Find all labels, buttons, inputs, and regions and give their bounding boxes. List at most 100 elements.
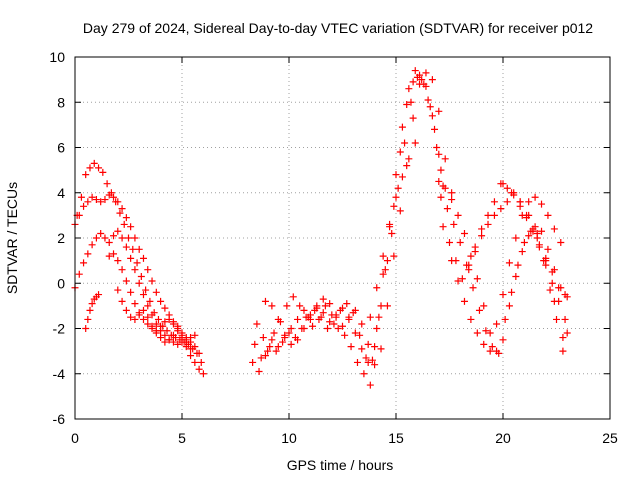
data-point [377,345,385,353]
data-point [95,291,103,299]
data-point [371,343,379,351]
data-point [366,381,374,389]
series-track-7 [249,71,443,375]
data-point [405,155,413,163]
data-point [443,205,451,213]
x-tick-label: 25 [602,430,618,446]
data-point [157,322,165,330]
data-point [488,343,496,351]
data-point [97,229,105,237]
data-point [139,291,147,299]
data-point [129,245,137,253]
data-point [450,220,458,228]
data-point [118,234,126,242]
data-point [373,325,381,332]
data-point [122,214,130,222]
data-point [471,243,479,251]
data-point [559,334,567,342]
data-point [383,257,391,265]
data-point [381,266,389,274]
data-point [326,318,334,326]
x-tick-label: 20 [495,430,511,446]
data-point [294,336,302,344]
data-point [559,347,567,355]
data-point [332,313,340,321]
data-point [324,325,332,332]
data-point [191,358,199,366]
data-point [182,343,190,351]
data-point [353,358,361,366]
data-point [533,229,541,237]
data-point [144,266,152,274]
data-point [356,331,364,339]
data-point [319,295,327,303]
data-point [446,239,453,247]
data-point [525,232,533,240]
data-point [550,225,558,233]
data-point [557,239,565,247]
data-point [413,73,421,81]
data-point [259,334,267,342]
data-point [92,196,100,204]
data-point [390,202,398,210]
data-point [424,96,432,104]
data-point [169,331,177,339]
data-point [546,286,554,294]
data-point [392,171,400,179]
data-point [486,329,494,337]
data-point [99,168,107,176]
data-point [405,85,413,93]
data-point [195,349,203,357]
data-point [165,336,173,344]
data-point [428,76,436,84]
data-point [531,193,539,201]
y-tick-label: -2 [53,321,66,337]
data-point [505,302,513,310]
data-point [161,331,169,339]
data-point [127,288,135,296]
data-point [343,300,351,308]
data-point [480,340,488,348]
data-point [287,340,295,348]
data-point [174,340,182,348]
data-point [550,297,558,305]
data-point [114,257,122,265]
series-track-10 [261,69,456,369]
data-point [125,234,132,242]
data-point [351,329,359,337]
data-point [101,196,109,204]
data-point [499,180,507,188]
data-point [548,279,556,287]
data-point [460,297,468,305]
data-point [122,306,130,314]
data-point [274,343,282,351]
data-point [118,297,126,305]
data-point [499,336,507,344]
data-point [394,184,402,192]
series-track-17 [499,180,571,342]
data-point [105,191,113,199]
data-point [255,367,263,375]
data-point [187,352,195,360]
data-point [508,288,516,296]
data-point [137,272,145,280]
data-point [379,270,387,278]
data-point [448,196,456,204]
data-point [195,365,203,373]
data-point [555,284,563,292]
data-point [484,211,492,219]
data-point [505,259,513,267]
data-point [403,162,411,170]
data-point [508,189,516,197]
data-point [371,361,379,369]
data-point [148,322,156,330]
data-point [161,304,169,312]
data-point [334,325,342,332]
data-point [512,234,520,242]
data-point [411,67,419,75]
data-point [144,313,152,321]
data-point [118,205,126,213]
data-point [144,302,152,310]
data-point [377,302,385,310]
data-point [431,125,439,133]
